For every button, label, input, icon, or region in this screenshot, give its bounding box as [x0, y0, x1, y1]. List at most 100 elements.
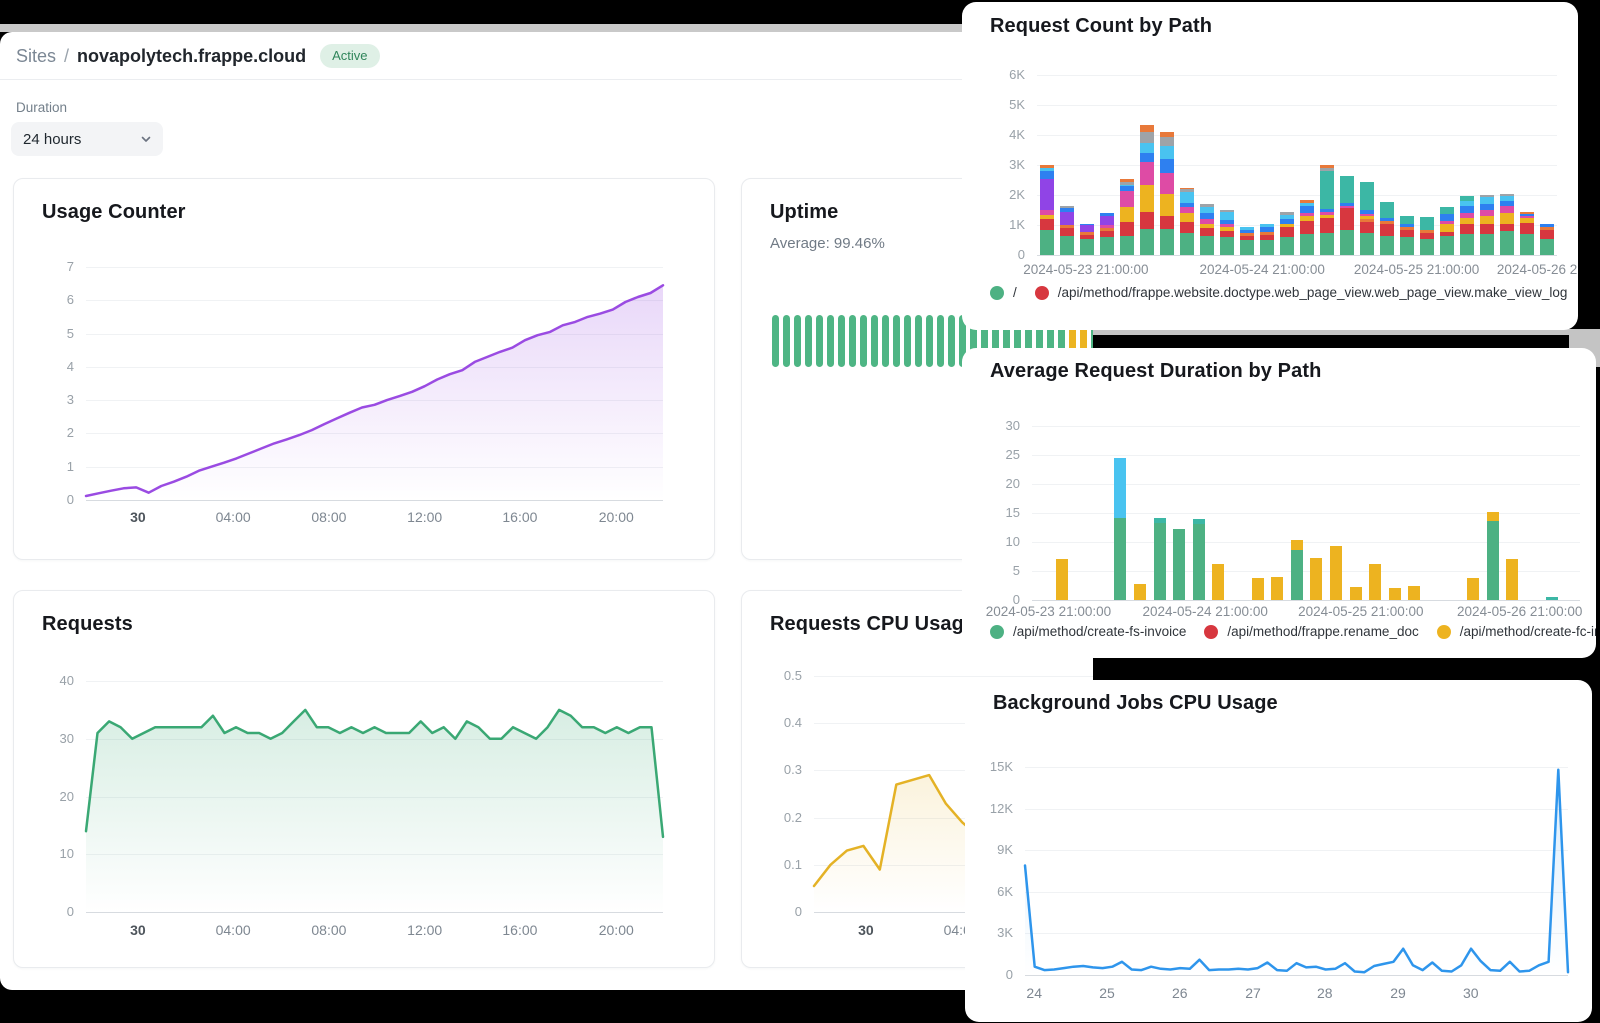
stacked-bar[interactable]	[1380, 75, 1394, 255]
uptime-bar[interactable]	[882, 315, 889, 367]
stacked-bar[interactable]	[1320, 75, 1334, 255]
line-series[interactable]	[1023, 767, 1570, 975]
stacked-bar[interactable]	[1100, 75, 1114, 255]
stacked-bar[interactable]	[1134, 426, 1146, 600]
y-axis-label: 5	[1012, 563, 1020, 578]
stacked-bar[interactable]	[1440, 75, 1454, 255]
uptime-bar[interactable]	[1036, 315, 1043, 367]
stacked-bar[interactable]	[1260, 75, 1274, 255]
uptime-bar[interactable]	[816, 315, 823, 367]
bar-segment	[1400, 237, 1414, 255]
bar-segment	[1100, 231, 1114, 237]
uptime-bars-chart[interactable]	[742, 179, 1093, 559]
stacked-bar[interactable]	[1271, 426, 1284, 600]
request-count-chart[interactable]: 6K 5K 4K 3K 2K 1K 0 2024-05-23 21:00:00 2024-05-…	[962, 2, 1578, 330]
stacked-bar[interactable]	[1120, 75, 1134, 255]
duration-select[interactable]: 24 hours	[11, 122, 163, 156]
stacked-bar[interactable]	[1280, 75, 1294, 255]
stacked-bar[interactable]	[1200, 75, 1214, 255]
stacked-bar[interactable]	[1220, 75, 1234, 255]
uptime-bar[interactable]	[772, 315, 779, 367]
uptime-bar[interactable]	[1069, 315, 1076, 367]
stacked-bar[interactable]	[1486, 426, 1499, 600]
uptime-bar[interactable]	[948, 315, 955, 367]
uptime-bar[interactable]	[981, 315, 988, 367]
stacked-bar[interactable]	[1192, 426, 1205, 600]
stacked-bar[interactable]	[1251, 426, 1264, 600]
stacked-bar[interactable]	[1180, 75, 1194, 255]
uptime-bar[interactable]	[1091, 315, 1093, 367]
y-axis-label: 40	[59, 673, 74, 688]
stacked-bar[interactable]	[1388, 426, 1401, 600]
stacked-bar[interactable]	[1400, 75, 1414, 255]
x-axis-label: 2024-05-26 21:00:00	[1457, 604, 1583, 619]
uptime-bar[interactable]	[1080, 315, 1087, 367]
uptime-bar[interactable]	[1058, 315, 1065, 367]
uptime-bar[interactable]	[1047, 315, 1054, 367]
stacked-bar[interactable]	[1160, 75, 1174, 255]
stacked-bar[interactable]	[1212, 426, 1225, 600]
chevron-down-icon	[141, 136, 151, 142]
bar-segment	[1220, 231, 1234, 237]
uptime-bar[interactable]	[970, 315, 977, 367]
line-series[interactable]	[84, 267, 665, 500]
bar-segment	[1040, 210, 1054, 215]
stacked-bar[interactable]	[1153, 426, 1166, 600]
legend-item: /api/method/frappe.website.doctype.web_p…	[1034, 285, 1567, 300]
background-jobs-cpu-chart[interactable]: 15K 12K 9K 6K 3K 0 24 25 26 27 28 29 30	[965, 680, 1592, 1022]
stacked-bar[interactable]	[1349, 426, 1362, 600]
uptime-bar[interactable]	[838, 315, 845, 367]
uptime-bar[interactable]	[959, 315, 966, 367]
stacked-bar[interactable]	[1369, 426, 1382, 600]
uptime-bar[interactable]	[1025, 315, 1032, 367]
stacked-bar[interactable]	[1240, 75, 1254, 255]
line-series[interactable]	[84, 681, 665, 912]
stacked-bar[interactable]	[1173, 426, 1186, 600]
stacked-bar[interactable]	[1408, 426, 1421, 600]
uptime-bar[interactable]	[1003, 315, 1010, 367]
stacked-bar[interactable]	[1360, 75, 1374, 255]
gridline	[86, 366, 663, 368]
uptime-bar[interactable]	[849, 315, 856, 367]
avg-request-duration-chart[interactable]: 30 25 20 15 10 5 0 2024-05-23 21:00:00 2024-05-2…	[962, 348, 1596, 658]
breadcrumb-sites[interactable]: Sites	[16, 45, 57, 66]
uptime-bar[interactable]	[992, 315, 999, 367]
stacked-bar[interactable]	[1290, 426, 1303, 600]
y-axis-label: 4	[66, 358, 74, 374]
stacked-bar[interactable]	[1500, 75, 1514, 255]
uptime-bar[interactable]	[904, 315, 911, 367]
stacked-bar[interactable]	[1545, 426, 1558, 600]
uptime-bar[interactable]	[937, 315, 944, 367]
uptime-bar[interactable]	[860, 315, 867, 367]
uptime-bar[interactable]	[805, 315, 812, 367]
stacked-bar[interactable]	[1330, 426, 1342, 600]
stacked-bar[interactable]	[1080, 75, 1094, 255]
stacked-bar[interactable]	[1467, 426, 1480, 600]
stacked-bar[interactable]	[1055, 426, 1068, 600]
stacked-bar[interactable]	[1480, 75, 1494, 255]
stacked-bar[interactable]	[1114, 426, 1127, 600]
stacked-bar[interactable]	[1420, 75, 1434, 255]
stacked-bar[interactable]	[1310, 426, 1323, 600]
requests-chart[interactable]: 40 30 20 10 0 30 04:00 08:00 12:00 16:00 20:00	[14, 591, 714, 967]
stacked-bar[interactable]	[1040, 75, 1054, 255]
stacked-bar[interactable]	[1140, 75, 1154, 255]
stacked-bar[interactable]	[1300, 75, 1314, 255]
uptime-bar[interactable]	[871, 315, 878, 367]
stacked-bar[interactable]	[1520, 75, 1534, 255]
uptime-bar[interactable]	[926, 315, 933, 367]
x-axis-label: 2024-05-25 21:00:00	[1298, 604, 1424, 619]
uptime-bar[interactable]	[783, 315, 790, 367]
uptime-bar[interactable]	[827, 315, 834, 367]
uptime-bar[interactable]	[1014, 315, 1021, 367]
uptime-bar[interactable]	[794, 315, 801, 367]
stacked-bar[interactable]	[1460, 75, 1474, 255]
uptime-bar[interactable]	[915, 315, 922, 367]
uptime-bar[interactable]	[893, 315, 900, 367]
bar-segment	[1120, 186, 1134, 191]
stacked-bar[interactable]	[1340, 75, 1354, 255]
stacked-bar[interactable]	[1506, 426, 1519, 600]
stacked-bar[interactable]	[1060, 75, 1074, 255]
usage-counter-chart[interactable]: 7 6 5 4 3 2 1 0 30 04:00 08:00 12:00 16:00 20:00	[14, 179, 714, 559]
stacked-bar[interactable]	[1540, 75, 1554, 255]
